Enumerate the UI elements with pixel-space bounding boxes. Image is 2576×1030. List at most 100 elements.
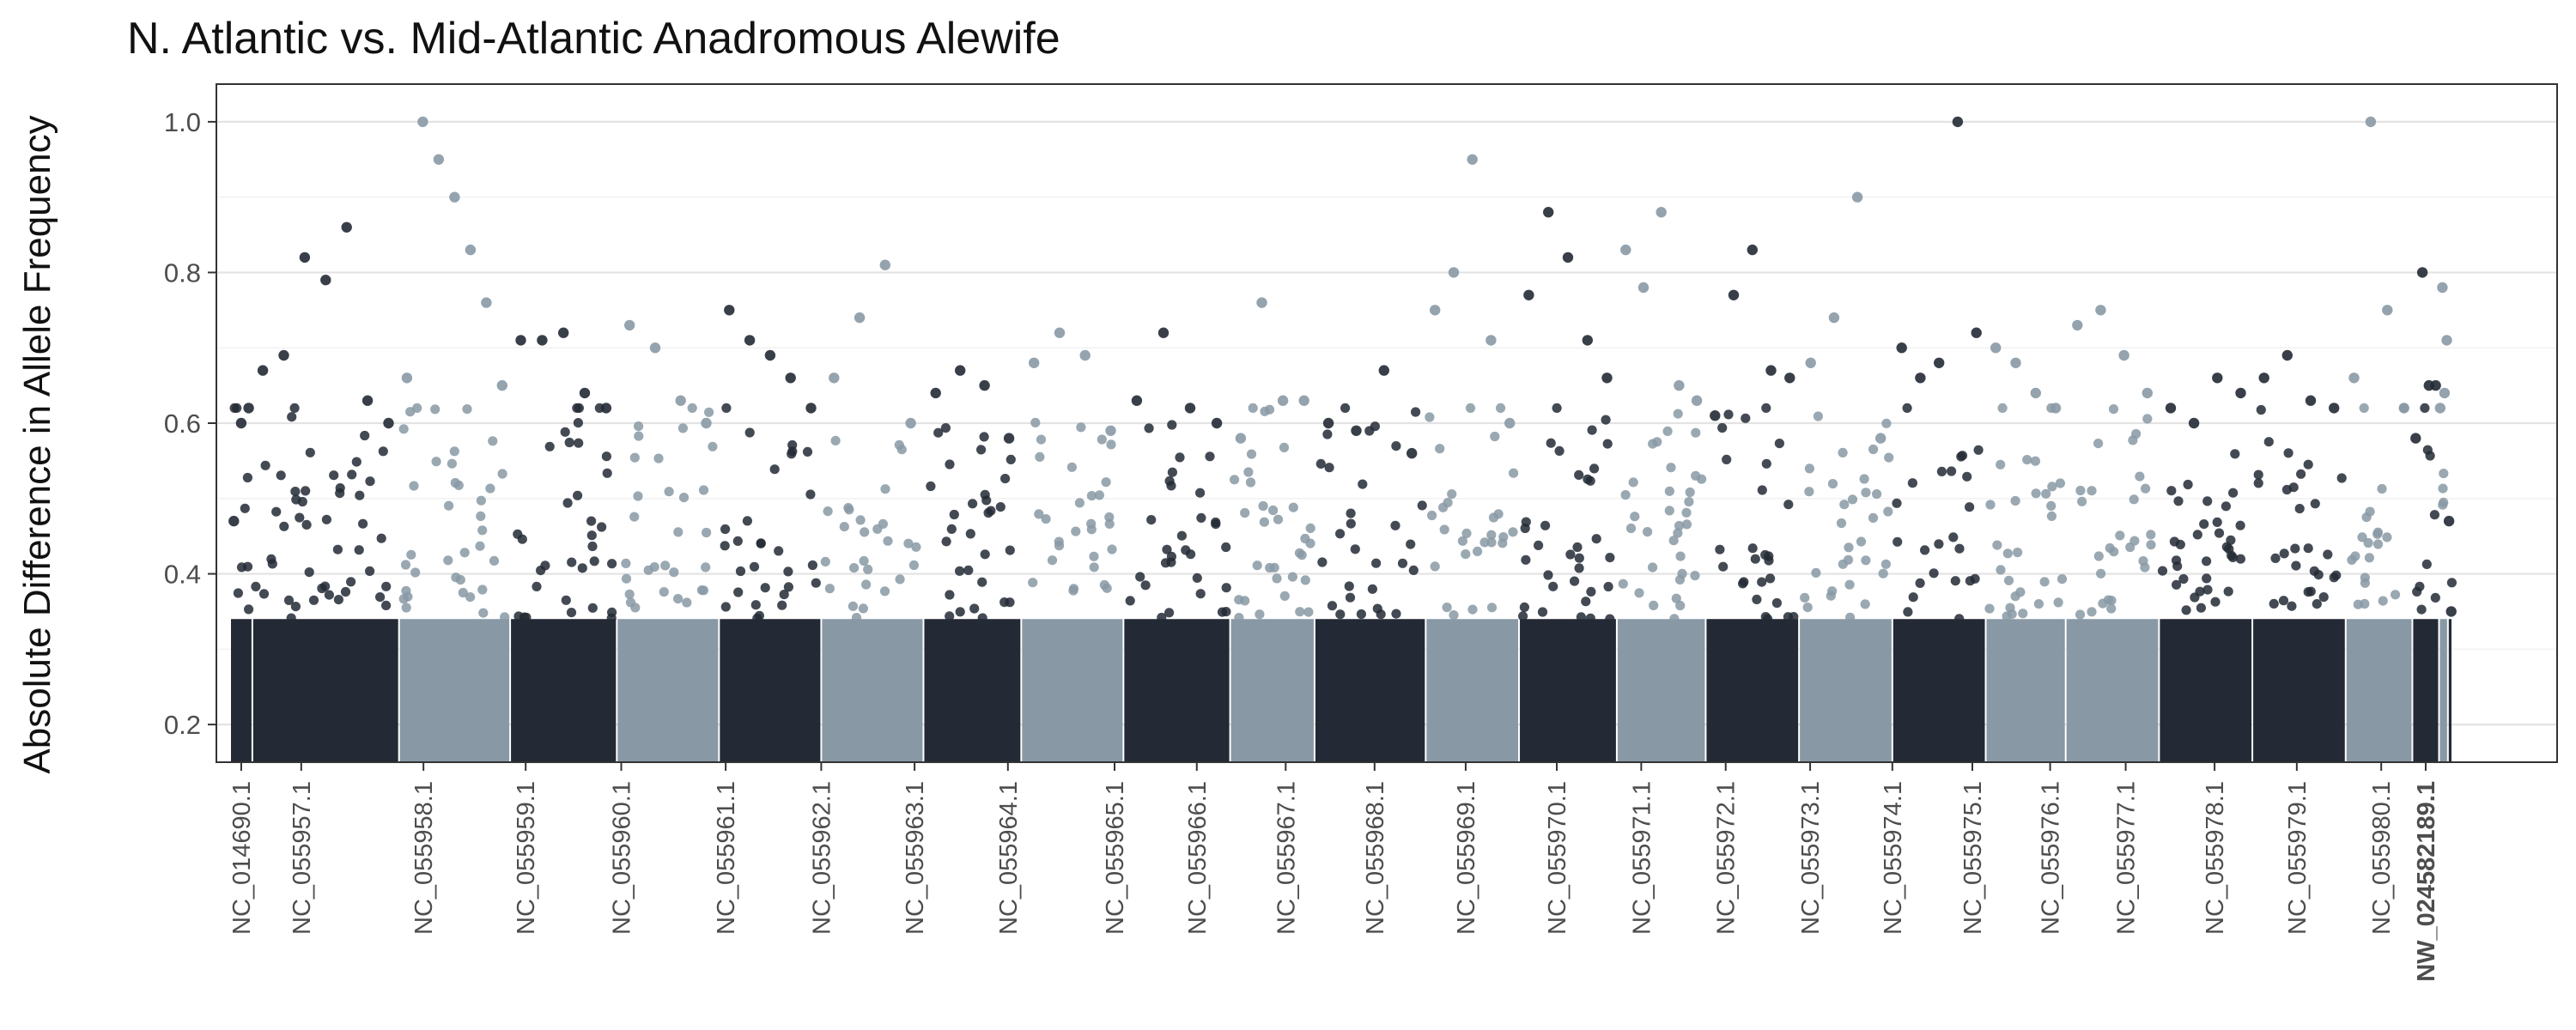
snp-point [2010, 495, 2020, 506]
snp-point [1521, 554, 1531, 565]
snp-point [1297, 550, 1307, 560]
outlier-point [2142, 387, 2153, 399]
snp-point [519, 612, 530, 622]
snp-point [2003, 575, 2014, 585]
outlier-point [1915, 373, 1926, 384]
snp-point [1572, 542, 1583, 553]
snp-point [979, 432, 989, 442]
snp-point [2364, 553, 2374, 563]
snp-point [1465, 403, 1476, 413]
snp-point [1259, 517, 1269, 527]
snp-point [1973, 445, 1984, 455]
snp-point [2256, 404, 2266, 415]
snp-point [1996, 565, 2006, 575]
snp-point [1417, 500, 1427, 511]
snp-point [2412, 586, 2422, 597]
snp-point [2318, 592, 2329, 603]
snp-point [1675, 600, 1686, 611]
snp-point [1996, 459, 2006, 470]
snp-point [329, 470, 339, 481]
snp-point [1929, 568, 1939, 579]
outlier-point [785, 373, 796, 384]
chromosome-NC_055965.1 [1124, 327, 1231, 762]
snp-point [1585, 476, 1595, 486]
snp-point [1340, 403, 1351, 413]
snp-point [1934, 539, 1944, 549]
snp-point [1192, 573, 1202, 584]
snp-point [410, 567, 421, 578]
outlier-point [2434, 403, 2445, 414]
snp-point [2046, 511, 2057, 522]
snp-point [1035, 451, 1045, 463]
snp-point [567, 557, 577, 567]
snp-point [1315, 458, 1326, 470]
outlier-point [2365, 116, 2377, 128]
snp-point [1265, 562, 1275, 573]
snp-point [1677, 568, 1687, 579]
snp-point [1493, 509, 1504, 519]
point-cloud [1230, 619, 1314, 762]
snp-point [1574, 553, 1584, 563]
snp-point [880, 484, 890, 494]
snp-point [409, 481, 419, 491]
snp-point [678, 493, 690, 503]
snp-point [1691, 427, 1701, 438]
outlier-point [2443, 515, 2455, 527]
outlier-point [905, 417, 916, 429]
outlier-point [449, 191, 460, 203]
snp-point [1648, 562, 1658, 573]
snp-point [1288, 502, 1298, 512]
chromosome-NC_055963.1 [924, 365, 1021, 762]
outlier-point [624, 319, 635, 331]
outlier-point [2258, 373, 2269, 384]
snp-point [995, 502, 1005, 512]
outlier-point [675, 395, 686, 406]
snp-point [783, 582, 794, 592]
snp-point [1741, 413, 1751, 423]
snp-point [2363, 537, 2373, 548]
snp-point [459, 548, 470, 558]
snp-point [802, 446, 813, 457]
x-tick-label: NC_055975.1 [1959, 781, 1987, 935]
snp-point [1868, 512, 1879, 524]
snp-point [1574, 563, 1584, 573]
snp-point [811, 578, 821, 588]
snp-point [1300, 575, 1310, 585]
snp-point [2178, 573, 2189, 585]
snp-point [1068, 585, 1078, 596]
chromosome-NC_055980.1 [2434, 282, 2452, 762]
point-cloud [1022, 619, 1123, 762]
snp-point [2422, 445, 2433, 455]
snp-point [1574, 470, 1584, 481]
snp-point [2196, 603, 2206, 613]
chromosome-NC_055970.1 [1617, 207, 1707, 762]
snp-point [1681, 507, 1692, 518]
snp-point [475, 541, 485, 551]
snp-point [1086, 491, 1097, 501]
snp-point [1144, 423, 1154, 433]
snp-point [1652, 437, 1662, 447]
snp-point [702, 527, 712, 538]
snp-point [735, 566, 746, 577]
snp-point [720, 541, 730, 551]
outlier-point [879, 259, 891, 270]
snp-point [621, 558, 631, 569]
snp-point [2175, 539, 2185, 550]
snp-point [347, 470, 357, 480]
snp-point [1508, 527, 1518, 537]
snp-point [1664, 506, 1674, 516]
outlier-point [1784, 373, 1795, 384]
snp-point [1723, 409, 1734, 420]
snp-point [324, 590, 334, 600]
snp-point [777, 600, 787, 610]
snp-point [477, 525, 488, 536]
snp-point [536, 566, 546, 576]
snp-point [376, 533, 386, 543]
snp-point [649, 562, 659, 573]
snp-point [2421, 559, 2432, 570]
snp-point [1813, 411, 1823, 421]
outlier-point [1601, 373, 1613, 384]
snp-point [673, 594, 683, 604]
snp-point [1947, 466, 1957, 476]
snp-point [1804, 464, 1814, 474]
